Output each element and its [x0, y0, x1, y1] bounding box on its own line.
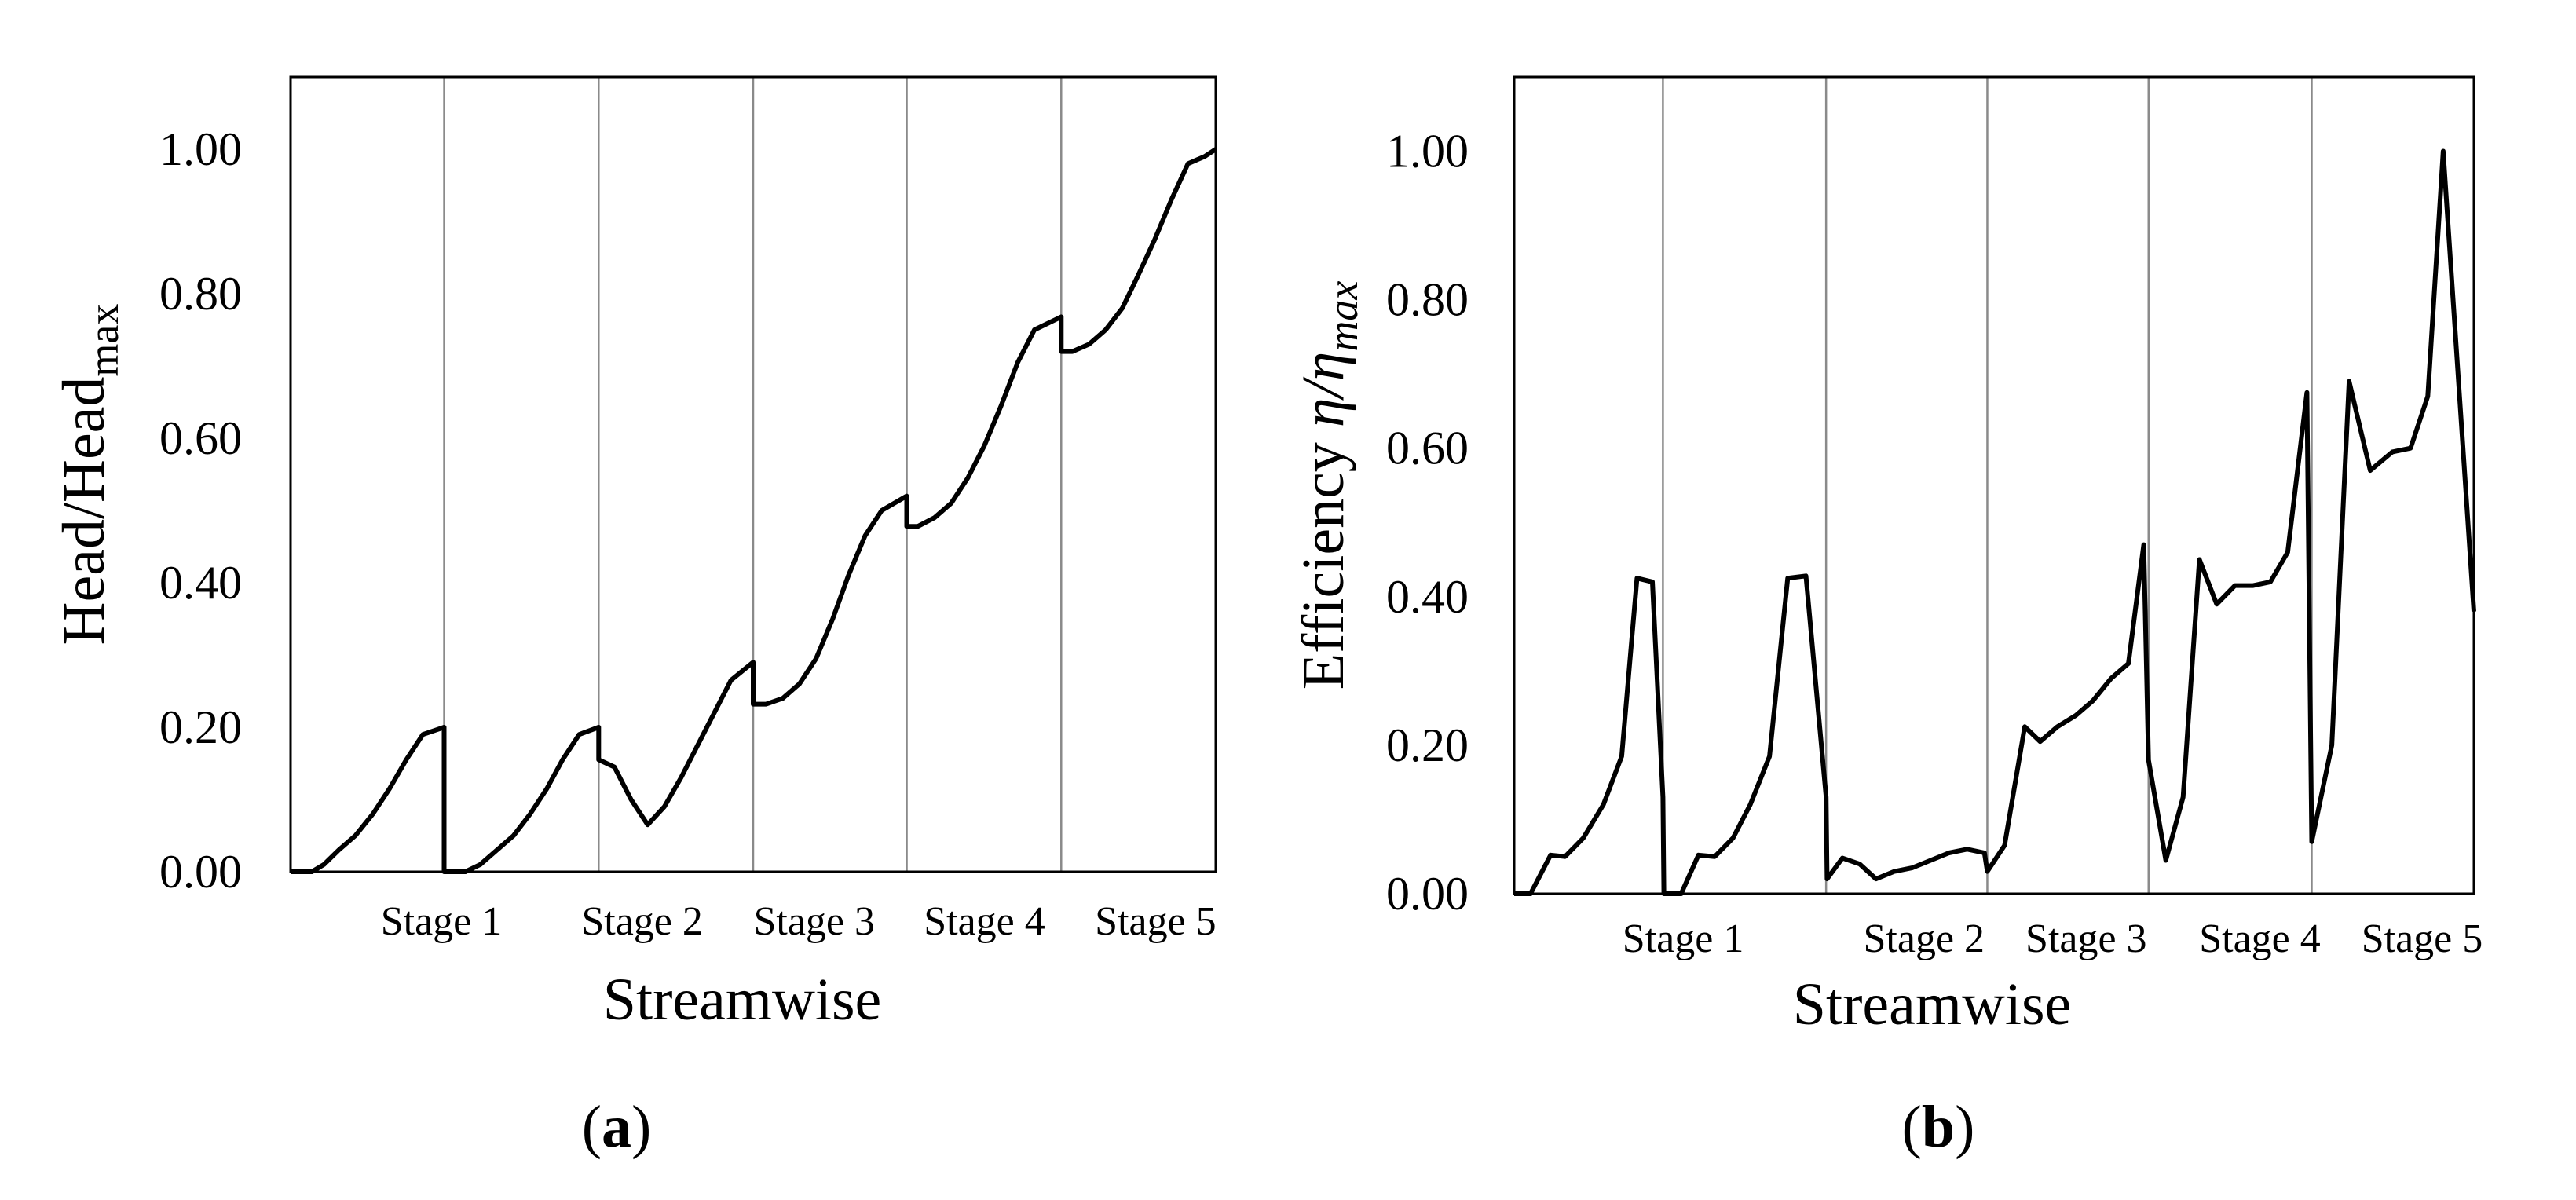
stage-label: Stage 4 [924, 899, 1045, 944]
x-axis-label: Streamwise [603, 967, 882, 1033]
stage-label: Stage 1 [1623, 916, 1744, 961]
y-tick-label: 0.60 [159, 412, 242, 464]
y-tick-label: 0.00 [159, 846, 242, 898]
plot-frame [289, 75, 1217, 873]
stage-dividers [1662, 77, 2313, 894]
stage-label: Stage 3 [753, 899, 875, 944]
x-axis-label: Streamwise [1793, 971, 2072, 1037]
y-tick-label: 0.20 [159, 701, 242, 753]
stage-label: Stage 2 [581, 899, 703, 944]
y-axis-label: Head/Headmax [51, 304, 127, 646]
panel-label: (b) [1902, 1094, 1975, 1160]
y-tick-labels: 0.00 0.20 0.40 0.60 0.80 1.00 [1386, 126, 1469, 920]
stage-labels: Stage 1 Stage 2 Stage 3 Stage 4 Stage 5 [381, 899, 1217, 944]
y-tick-labels: 0.00 0.20 0.40 0.60 0.80 1.00 [159, 123, 242, 898]
y-tick-label: 0.80 [1386, 274, 1469, 326]
efficiency-series-line [1514, 148, 2476, 896]
stage-labels: Stage 1 Stage 2 Stage 3 Stage 4 Stage 5 [1623, 916, 2483, 961]
stage-label: Stage 3 [2025, 916, 2147, 961]
plot-frame [1513, 75, 2475, 895]
stage-label: Stage 2 [1864, 916, 1985, 961]
stage-label: Stage 4 [2199, 916, 2321, 961]
y-tick-label: 0.80 [159, 268, 242, 320]
y-tick-label: 1.00 [1386, 126, 1469, 177]
y-axis-label: Efficiency η/ηmax [1290, 281, 1367, 690]
y-tick-label: 0.00 [1386, 868, 1469, 920]
y-tick-label: 1.00 [159, 123, 242, 175]
y-tick-label: 0.60 [1386, 423, 1469, 474]
y-tick-label: 0.40 [1386, 571, 1469, 623]
stage-label: Stage 5 [2362, 916, 2483, 961]
stage-label: Stage 1 [381, 899, 503, 944]
stage-label: Stage 5 [1095, 899, 1217, 944]
y-tick-label: 0.40 [159, 557, 242, 609]
panel-label: (a) [582, 1094, 652, 1160]
y-tick-label: 0.20 [1386, 719, 1469, 771]
